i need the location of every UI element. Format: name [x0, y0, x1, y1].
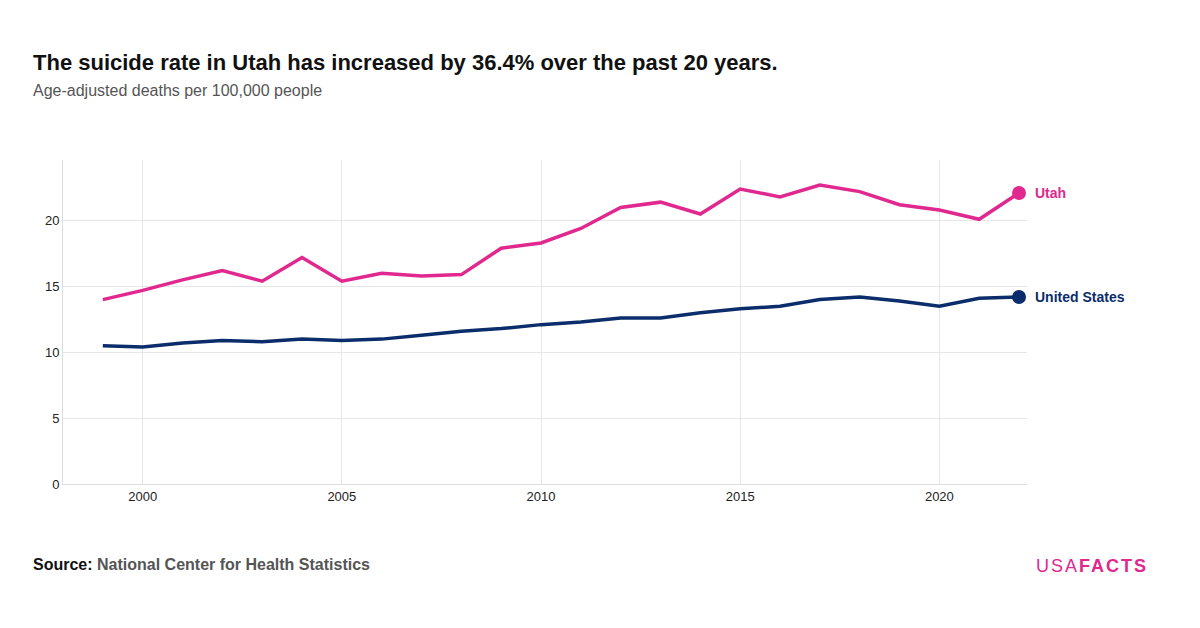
svg-text:0: 0	[52, 477, 59, 492]
svg-text:2020: 2020	[925, 489, 954, 504]
svg-text:2005: 2005	[327, 489, 356, 504]
svg-text:2000: 2000	[128, 489, 157, 504]
html-text:Source: National Center for He: Source: National Center for Health Stati…	[33, 556, 370, 573]
html-text:Age-adjusted deaths per 100,00: Age-adjusted deaths per 100,000 people	[33, 82, 323, 99]
html-text:The suicide rate in Utah has i: The suicide rate in Utah has increased b…	[33, 50, 778, 75]
svg-text:2015: 2015	[726, 489, 755, 504]
html-text:USA FACTS: USA FACTS	[1036, 556, 1148, 576]
svg-text:Utah: Utah	[1035, 185, 1066, 201]
svg-text:United States: United States	[1035, 289, 1125, 305]
svg-text:10: 10	[45, 345, 59, 360]
svg-text:20: 20	[45, 213, 59, 228]
svg-text:5: 5	[52, 411, 59, 426]
svg-text:2010: 2010	[527, 489, 556, 504]
svg-text:15: 15	[45, 279, 59, 294]
